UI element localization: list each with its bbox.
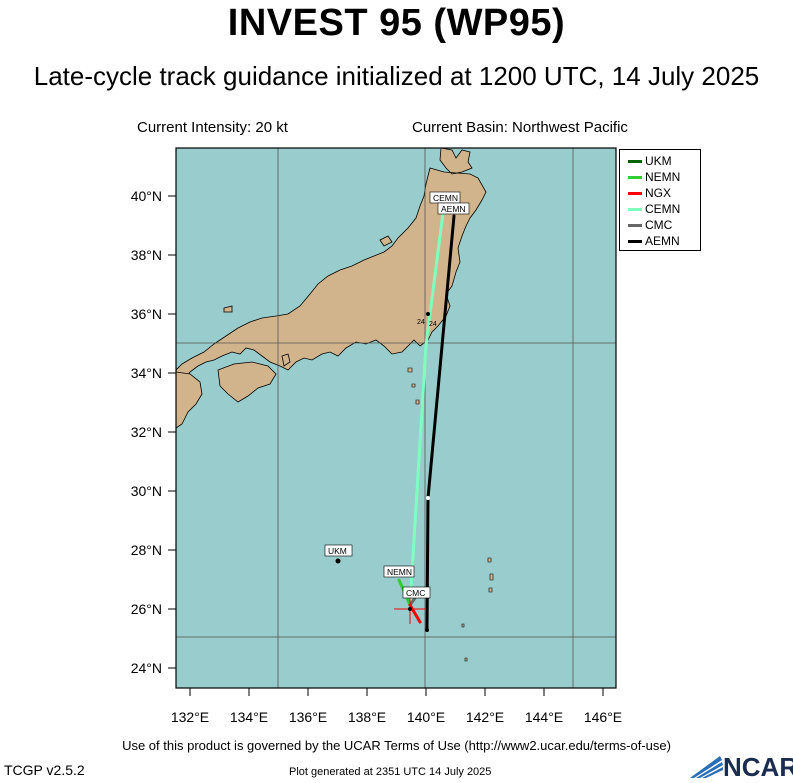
current-basin: Current Basin: Northwest Pacific [412,119,628,136]
current-intensity: Current Intensity: 20 kt [137,119,288,136]
track-labels: UKM NEMN CMC CEMN AEMN 24 24 [324,191,470,599]
oki-island [223,305,233,313]
izu-island-1 [407,367,413,373]
marker-label-a: 24 [417,319,425,326]
lat-label-40: 40°N [130,188,162,204]
legend-item-cemn: CEMN [628,202,680,216]
map-frame [175,147,617,689]
grid-lines [176,148,616,688]
legend-swatch-nemn [628,175,642,179]
terms-of-use-text: Use of this product is governed by the U… [122,738,671,753]
label-cemn: CEMN [433,193,458,203]
label-ukm: UKM [328,546,347,556]
izu-island-3 [415,399,420,405]
bonin-island-4 [461,623,465,628]
plot-generated-label: Plot generated at 2351 UTC 14 July 2025 [289,766,492,778]
lat-label-24: 24°N [130,660,162,676]
track-dot-4 [426,312,430,316]
legend: UKM NEMN NGX CEMN CMC AEMN [619,149,701,251]
legend-item-nemn: NEMN [628,170,680,184]
shikoku-land [217,361,277,403]
legend-swatch-aemn [628,239,642,243]
label-nemn: NEMN [387,567,412,577]
legend-label-ngx: NGX [645,186,672,200]
bonin-island-3 [488,587,493,593]
bonin-island-2 [489,573,494,581]
version-label: TCGP v2.5.2 [4,762,85,778]
lat-label-30: 30°N [130,483,162,499]
legend-label-ukm: UKM [645,154,672,168]
lon-label-142: 142°E [465,709,505,725]
tick-marks [168,195,604,696]
bonin-island-5 [464,657,468,662]
ukm-point [335,558,341,564]
izu-island-2 [411,383,416,388]
legend-label-cmc: CMC [645,218,673,232]
legend-item-ngx: NGX [628,186,671,200]
legend-label-aemn: AEMN [645,234,680,248]
lat-label-28: 28°N [130,542,162,558]
legend-label-cemn: CEMN [645,202,681,216]
chart-subtitle: Late-cycle track guidance initialized at… [33,61,760,91]
marker-label-b: 24 [429,321,437,328]
legend-swatch-cemn [628,207,642,211]
kyushu-land [176,371,203,429]
legend-swatch-ngx [628,191,642,195]
lat-label-34: 34°N [130,365,162,381]
label-cmc: CMC [406,588,425,598]
track-dot-1 [408,607,412,611]
lat-label-26: 26°N [130,601,162,617]
track-dot-2 [425,628,429,632]
lon-label-138: 138°E [347,709,387,725]
legend-item-aemn: AEMN [628,234,680,248]
land-group [176,148,494,662]
legend-swatch-ukm [628,159,642,163]
ncar-logo-text: NCAR [723,752,793,782]
lon-label-144: 144°E [524,709,564,725]
lon-label-134: 134°E [229,709,269,725]
lon-label-136: 136°E [288,709,328,725]
ocean [176,148,616,688]
ncar-logo-icon [690,756,723,778]
legend-item-cmc: CMC [628,218,672,232]
legend-label-nemn: NEMN [645,170,681,184]
lon-label-132: 132°E [170,709,210,725]
track-ngx [408,603,422,624]
chart-title: INVEST 95 (WP95) [227,2,566,44]
legend-item-ukm: UKM [628,154,672,168]
label-aemn: AEMN [441,204,466,214]
lat-label-36: 36°N [130,306,162,322]
honshu-land [176,148,487,387]
bonin-island-1 [487,557,492,563]
track-cemn [408,211,445,607]
lon-label-140: 140°E [406,709,446,725]
sado-island [379,235,393,247]
lon-label-146: 146°E [583,709,623,725]
lat-label-38: 38°N [130,247,162,263]
lat-label-32: 32°N [130,424,162,440]
legend-swatch-cmc [628,223,642,227]
awaji-island [281,353,291,367]
track-dot-3 [426,496,430,500]
